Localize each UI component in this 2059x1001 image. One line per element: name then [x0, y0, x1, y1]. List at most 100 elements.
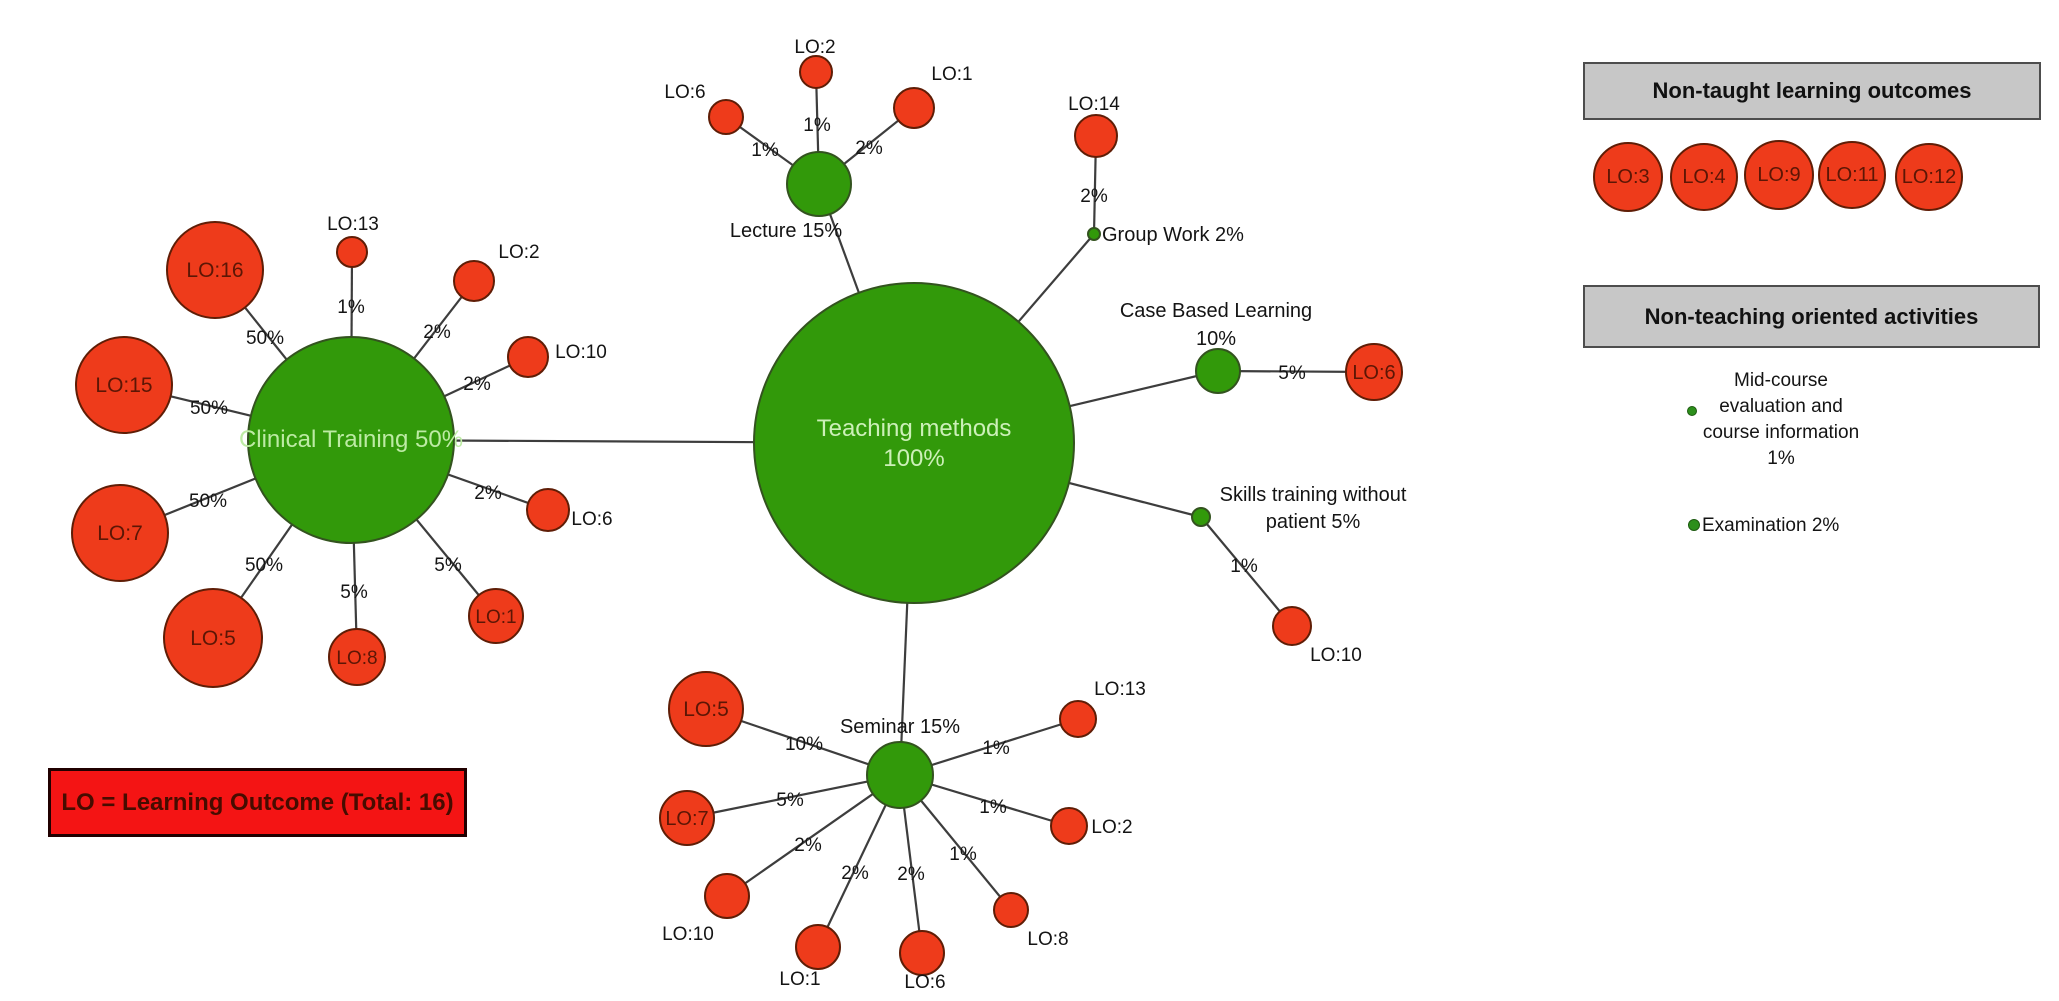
- non-taught-panel-header: Non-taught learning outcomes: [1583, 62, 2041, 120]
- label-c-lo8: LO:8: [336, 648, 377, 669]
- label-gw-lo14-line-0: LO:14: [1068, 94, 1120, 115]
- node-gw-dot: [1087, 227, 1101, 241]
- label-l-lo1-line-0: LO:1: [931, 64, 972, 85]
- legend-box: LO = Learning Outcome (Total: 16): [48, 768, 467, 837]
- label-c-lo16-line-0: LO:16: [186, 259, 243, 282]
- label-l-lo2: LO:2: [794, 37, 835, 58]
- label-cbl-line-1: 10%: [1196, 328, 1236, 350]
- label-c-lo13-line-0: LO:13: [327, 214, 379, 235]
- examination-label: Examination 2%: [1702, 515, 1840, 536]
- non-taught-outcome-lo9-label: LO:9: [1757, 163, 1801, 186]
- edge-label-clinical-c-lo2: 2%: [423, 322, 451, 343]
- label-s-lo7-line-0: LO:7: [665, 808, 708, 830]
- label-l-lo1: LO:1: [931, 64, 972, 85]
- mid-course-line-2: evaluation and: [1719, 396, 1843, 417]
- edge-label-seminar-s-lo7: 5%: [776, 790, 804, 811]
- node-s-lo7: [659, 790, 715, 846]
- edge-label-seminar-s-lo1: 2%: [841, 863, 869, 884]
- non-taught-outcome-lo11-label: LO:11: [1825, 163, 1879, 186]
- node-s-lo10: [704, 873, 750, 919]
- label-c-lo1-line-0: LO:1: [475, 607, 516, 628]
- non-taught-outcome-lo4: LO:4: [1670, 143, 1738, 211]
- label-s-lo8: LO:8: [1027, 929, 1068, 950]
- node-l-lo6: [708, 99, 744, 135]
- label-l-lo2-line-0: LO:2: [794, 37, 835, 58]
- label-cbl-lo6-line-0: LO:6: [1352, 362, 1395, 384]
- label-c-lo10-line-0: LO:10: [555, 342, 607, 363]
- node-lecture: [786, 151, 852, 217]
- label-s-lo1-line-0: LO:1: [779, 969, 820, 990]
- label-teaching-line-1: 100%: [883, 445, 944, 472]
- label-c-lo1: LO:1: [475, 607, 516, 628]
- label-c-lo5: LO:5: [190, 627, 236, 650]
- node-c-lo6: [526, 488, 570, 532]
- label-s-lo2: LO:2: [1091, 817, 1132, 838]
- non-teaching-panel-title: Non-teaching oriented activities: [1644, 303, 1979, 329]
- node-s-lo5: [668, 671, 744, 747]
- edge-seminar-s-lo7: [686, 773, 901, 820]
- examination-dot-icon: [1688, 519, 1700, 531]
- label-cbl: Case Based Learning 10%: [1120, 300, 1312, 350]
- edge-label-seminar-s-lo10: 2%: [794, 835, 822, 856]
- mid-course-line-4: 1%: [1767, 448, 1795, 469]
- node-skills-dot: [1191, 507, 1211, 527]
- label-c-lo6: LO:6: [571, 509, 612, 530]
- label-skills-dot: Skills training without patient 5%: [1220, 484, 1407, 533]
- label-cbl-lo6: LO:6: [1352, 362, 1395, 384]
- non-taught-outcome-lo3: LO:3: [1593, 142, 1663, 212]
- node-c-lo2: [453, 260, 495, 302]
- edge-label-skills-dot-sk-lo10: 1%: [1230, 556, 1258, 577]
- node-seminar: [866, 741, 934, 809]
- edge-label-gw-dot-gw-lo14: 2%: [1080, 186, 1108, 207]
- non-taught-outcome-lo12-label: LO:12: [1901, 165, 1957, 188]
- node-l-lo1: [893, 87, 935, 129]
- edge-label-seminar-s-lo6: 2%: [897, 864, 925, 885]
- mid-course-activity-text: Mid-course evaluation and course informa…: [1650, 368, 1912, 472]
- mid-course-dot-icon: [1687, 406, 1697, 416]
- edge-label-lecture-l-lo2: 1%: [803, 115, 831, 136]
- edge-label-clinical-c-lo13: 1%: [337, 297, 365, 318]
- label-skills-dot-line-0: Skills training without: [1220, 484, 1407, 506]
- node-cbl: [1195, 348, 1241, 394]
- label-gw-dot-line-0: Group Work 2%: [1102, 224, 1244, 246]
- label-s-lo5: LO:5: [683, 698, 729, 721]
- node-clinical: [247, 336, 455, 544]
- label-c-lo5-line-0: LO:5: [190, 627, 236, 650]
- label-s-lo5-line-0: LO:5: [683, 698, 729, 721]
- node-c-lo16: [166, 221, 264, 319]
- node-s-lo8: [993, 892, 1029, 928]
- label-s-lo2-line-0: LO:2: [1091, 817, 1132, 838]
- mid-course-line-1: Mid-course: [1734, 370, 1828, 391]
- label-lecture: Lecture 15%: [730, 220, 843, 242]
- edge-label-clinical-c-lo10: 2%: [463, 374, 491, 395]
- label-s-lo13: LO:13: [1094, 679, 1146, 700]
- label-s-lo6-line-0: LO:6: [904, 972, 945, 993]
- label-c-lo8-line-0: LO:8: [336, 648, 377, 669]
- edge-label-seminar-s-lo8: 1%: [949, 844, 977, 865]
- label-seminar-line-0: Seminar 15%: [840, 716, 960, 738]
- non-taught-outcome-lo4-label: LO:4: [1682, 165, 1726, 188]
- non-taught-outcome-lo3-label: LO:3: [1606, 165, 1650, 188]
- node-s-lo1: [795, 924, 841, 970]
- label-c-lo15: LO:15: [95, 374, 152, 397]
- examination-activity-text: Examination 2%: [1702, 515, 1839, 537]
- label-c-lo13: LO:13: [327, 214, 379, 235]
- non-taught-panel-title: Non-taught learning outcomes: [1652, 78, 1972, 103]
- node-c-lo1: [468, 588, 524, 644]
- edge-label-clinical-c-lo6: 2%: [474, 483, 502, 504]
- edge-skills-dot-sk-lo10: [1200, 516, 1293, 627]
- node-c-lo13: [336, 236, 368, 268]
- label-teaching: Teaching methods 100%: [817, 415, 1012, 472]
- node-c-lo7: [71, 484, 169, 582]
- label-clinical-line-0: Clinical Training 50%: [239, 426, 463, 453]
- non-taught-outcome-lo12: LO:12: [1895, 143, 1963, 211]
- label-c-lo7-line-0: LO:7: [97, 522, 143, 545]
- label-cbl-line-0: Case Based Learning: [1120, 300, 1312, 322]
- label-gw-dot: Group Work 2%: [1102, 224, 1244, 246]
- label-s-lo7: LO:7: [665, 808, 708, 830]
- label-l-lo6: LO:6: [664, 82, 705, 103]
- edge-label-clinical-c-lo1: 5%: [434, 555, 462, 576]
- label-l-lo6-line-0: LO:6: [664, 82, 705, 103]
